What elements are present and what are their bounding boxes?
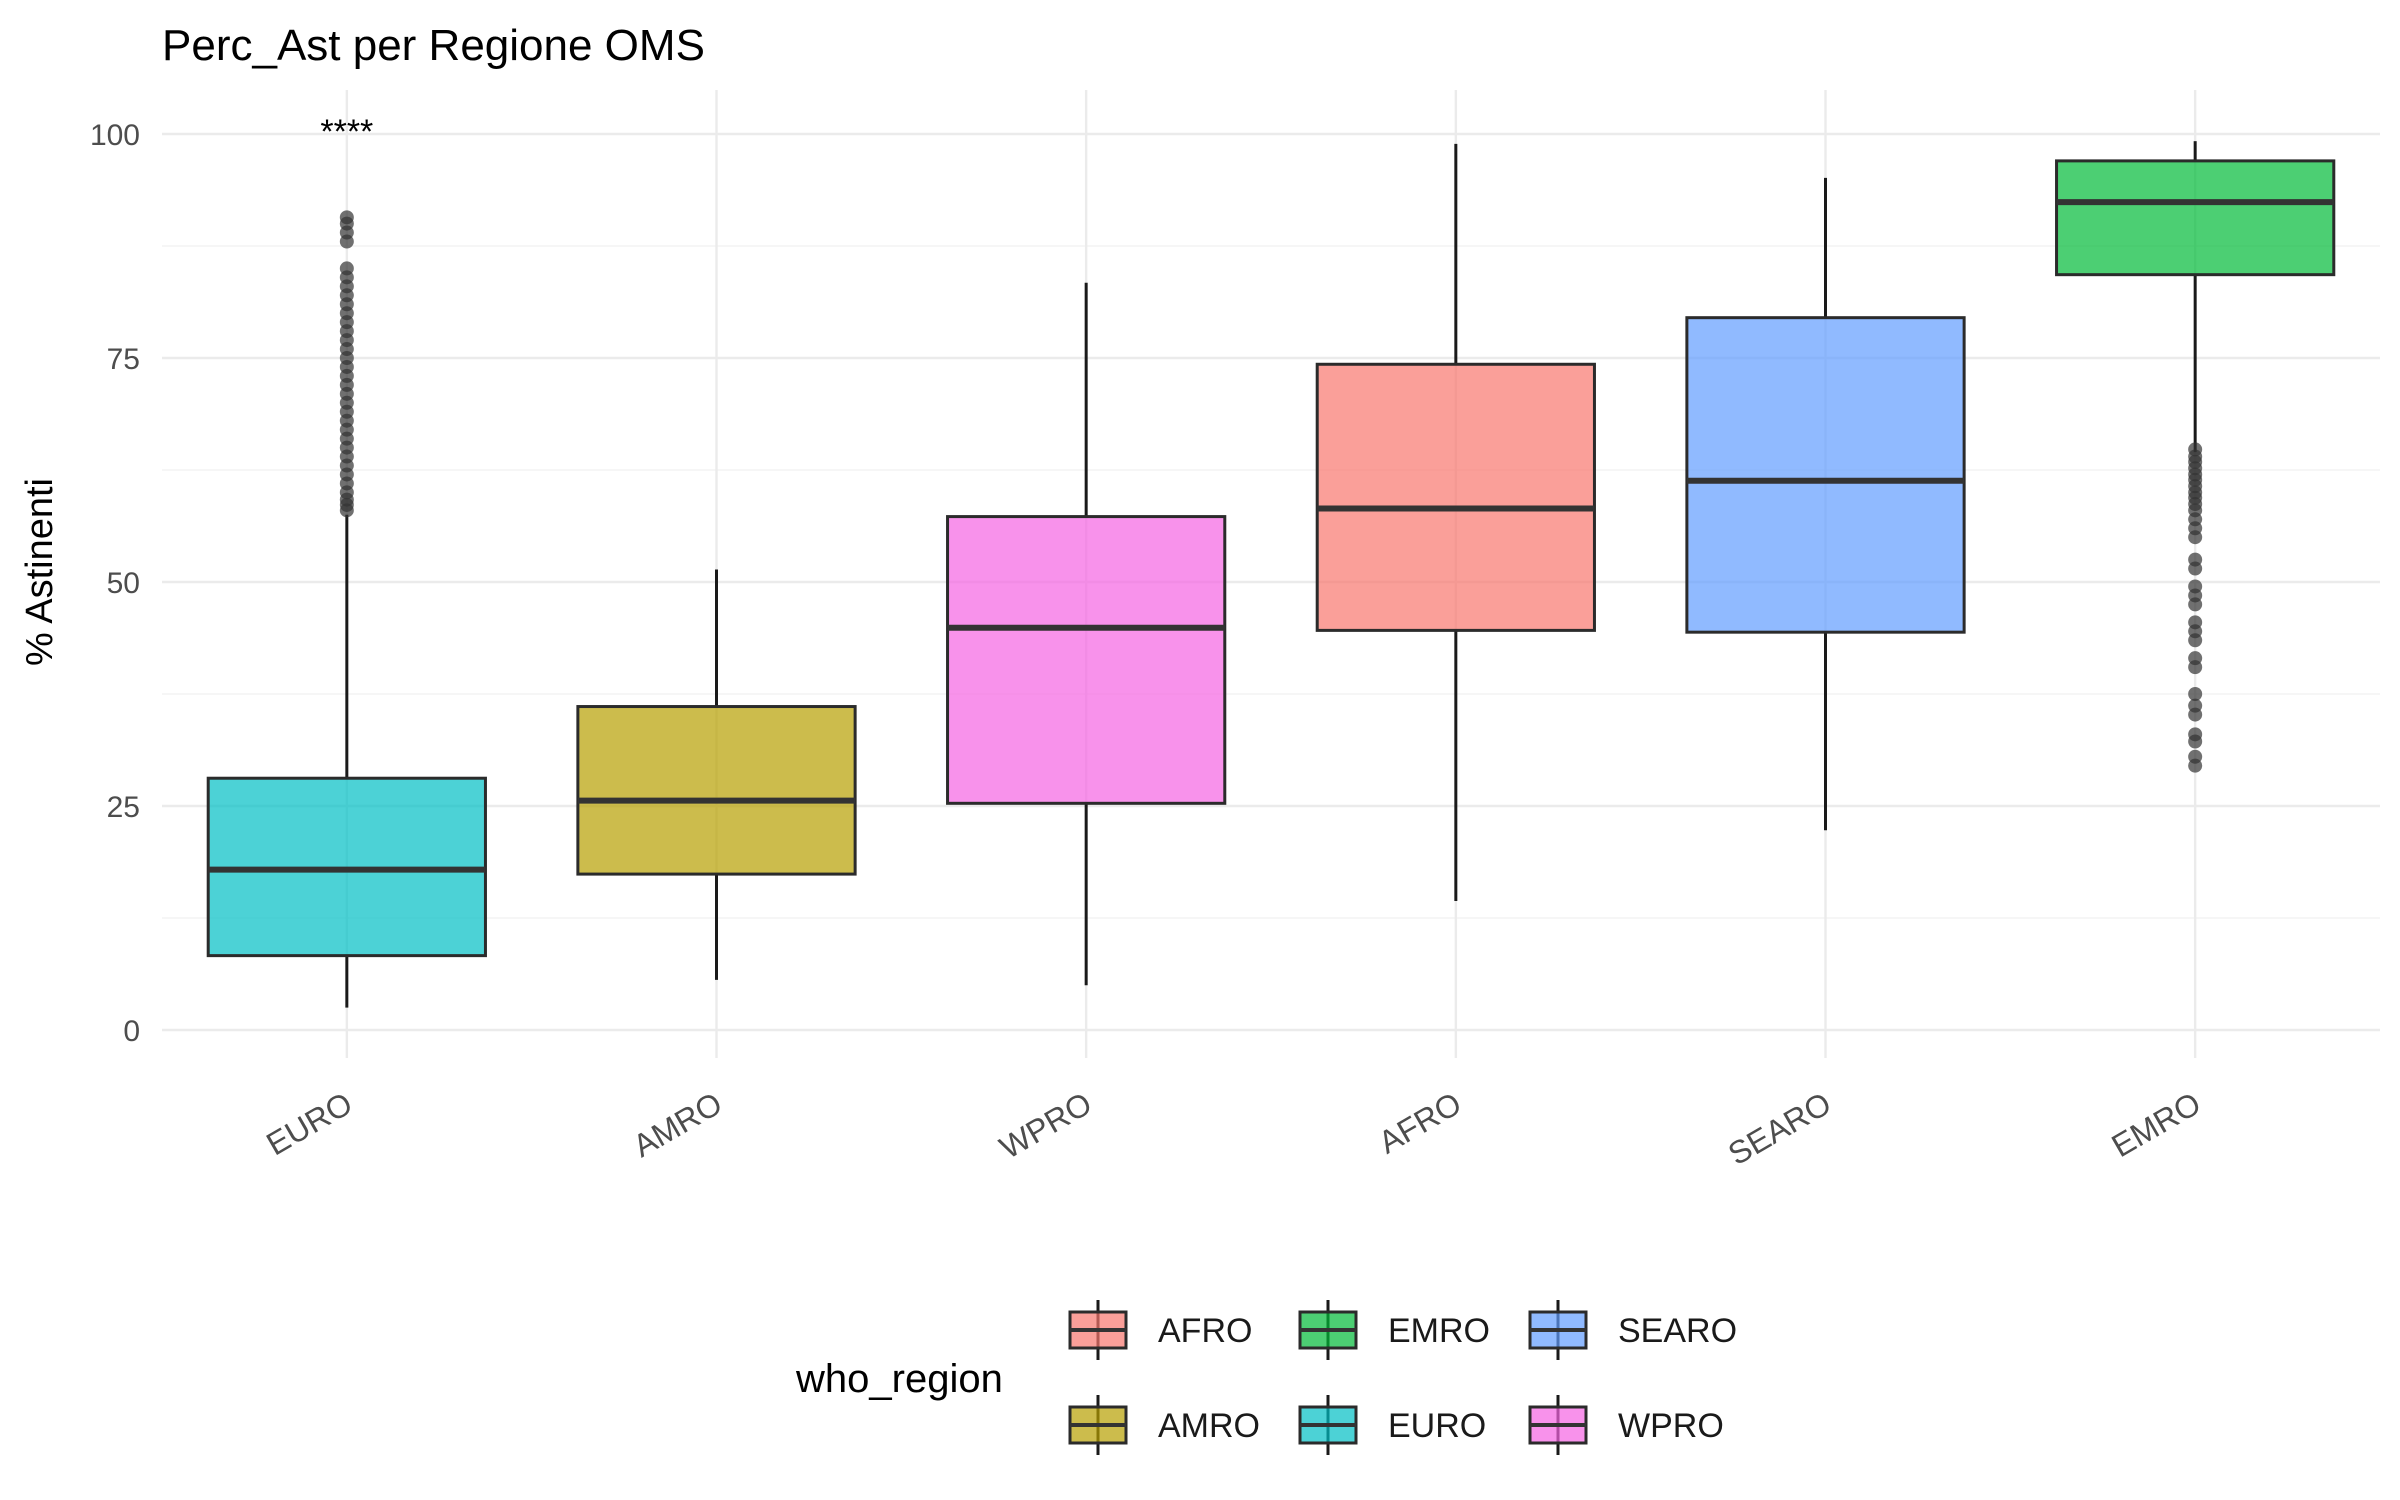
x-tick-label: AFRO [1372,1085,1467,1161]
box-iqr [1685,316,1966,634]
box-afro [1315,143,1596,901]
legend-label: SEARO [1618,1312,1737,1350]
box-euro [206,210,487,1008]
legend-item-searo: SEARO [1528,1300,1737,1360]
box-iqr [2055,159,2336,277]
legend-item-amro: AMRO [1068,1395,1260,1455]
x-tick-label: WPRO [993,1085,1097,1166]
outlier-point [2188,579,2203,594]
x-tick-label: EMRO [2106,1085,2207,1164]
outlier-point [2188,698,2203,713]
box-iqr [946,515,1227,805]
outlier-point [2188,651,2203,666]
box-amro [576,569,857,980]
legend-item-afro: AFRO [1068,1300,1252,1360]
box-wpro [946,282,1227,986]
legend-label: AFRO [1158,1312,1252,1350]
x-tick-label: AMRO [627,1085,728,1164]
legend-label: EURO [1388,1407,1486,1445]
box-iqr [576,705,857,876]
significance-label: **** [320,113,373,151]
legend-item-wpro: WPRO [1528,1395,1724,1455]
outlier-point [2188,442,2203,457]
box-searo [1685,177,1966,831]
y-tick-label: 100 [90,119,140,152]
legend-label: AMRO [1158,1407,1260,1445]
outlier-point [339,261,354,276]
y-tick-label: 50 [107,567,140,600]
outlier-point [2188,749,2203,764]
chart-title: Perc_Ast per Regione OMS [162,21,705,70]
legend: who_region AFRO EMRO SEARO AMRO EURO WPRO [795,1300,1737,1455]
y-axis-title: % Astinenti [19,478,61,666]
legend-item-emro: EMRO [1298,1300,1490,1360]
x-tick-label: EURO [260,1085,358,1162]
legend-title: who_region [795,1357,1003,1401]
legend-item-euro: EURO [1298,1395,1486,1455]
y-tick-label: 75 [107,343,140,376]
plot-grid [162,90,2380,1058]
outlier-point [339,210,354,225]
y-tick-label: 25 [107,791,140,824]
outlier-point [2188,552,2203,567]
outlier-point [2188,687,2203,701]
legend-label: EMRO [1388,1312,1490,1350]
box-iqr [1315,362,1596,632]
x-tick-label: SEARO [1722,1085,1837,1172]
box-emro [2055,141,2336,773]
outlier-point [2188,727,2203,742]
y-tick-label: 0 [123,1015,140,1048]
outlier-point [2188,615,2203,630]
legend-label: WPRO [1618,1407,1724,1445]
plot-boxes: **** [206,113,2336,1008]
